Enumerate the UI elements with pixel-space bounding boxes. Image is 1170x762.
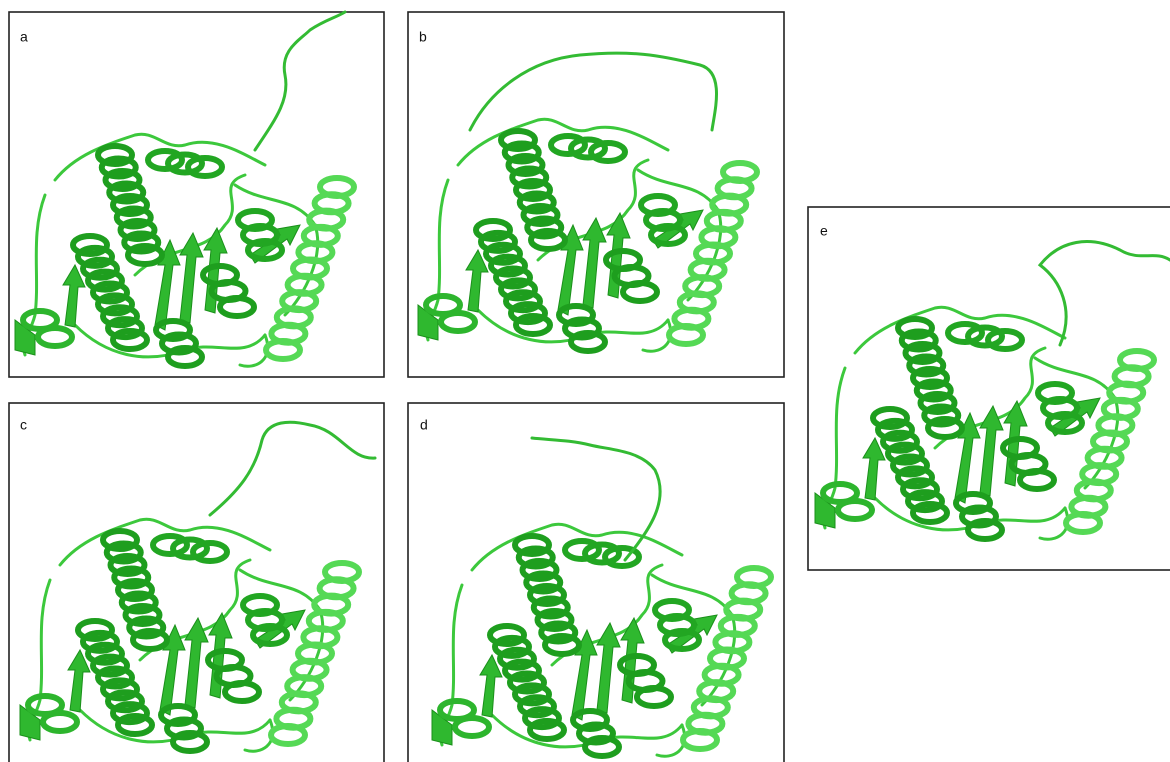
page: {"panels": [{"label": "a"}, {"label": "b… [0,0,1170,762]
panel-label: a [20,29,28,45]
panel-b: b [408,12,784,377]
tail [470,53,717,130]
panel-e: e [808,207,1170,570]
protein [418,119,757,351]
protein [432,524,771,756]
protein [20,519,359,751]
panel-label: e [820,223,828,239]
tail [1040,242,1170,345]
protein [15,134,354,366]
panel-a: a [9,12,384,377]
panel-label: d [420,417,428,433]
panel-label: b [419,29,427,45]
panel-label: c [20,417,27,433]
protein [815,307,1154,539]
panel-c: c [9,403,384,762]
tail [210,422,375,515]
panel-d: d [408,403,784,762]
figure: a b c d e [0,0,1170,762]
tail [255,12,345,150]
